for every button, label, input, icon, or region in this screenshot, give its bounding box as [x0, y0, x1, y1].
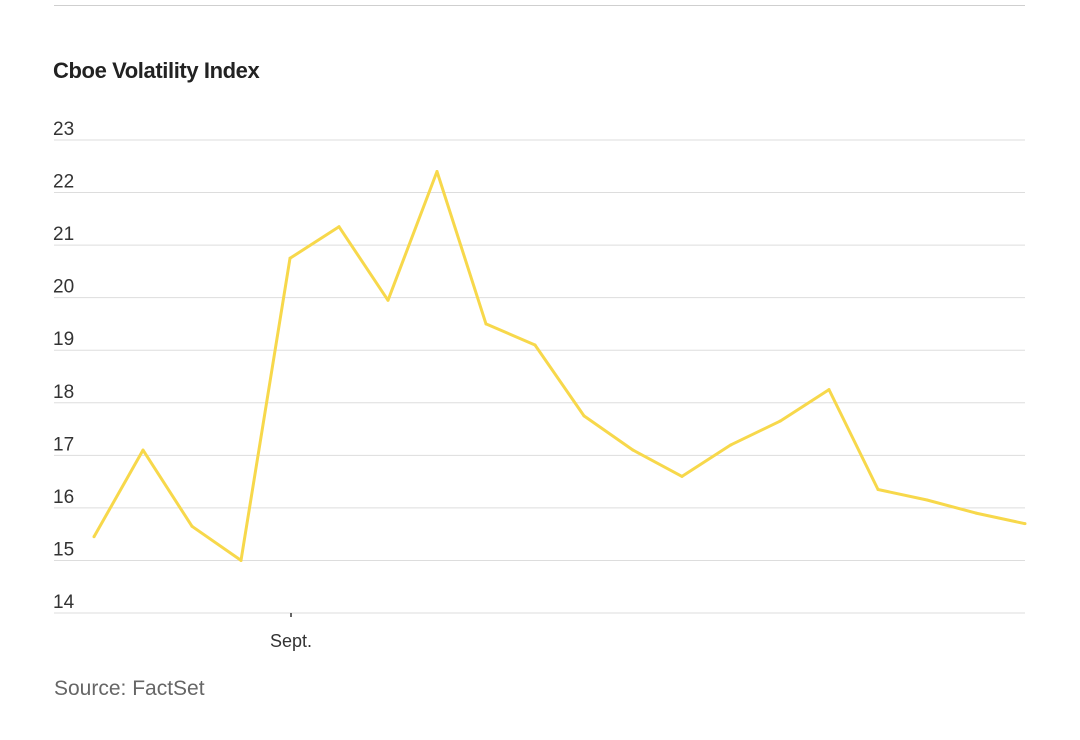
x-tick-label: Sept.: [270, 631, 312, 651]
data-point: [974, 511, 978, 515]
data-point: [533, 343, 537, 347]
top-divider: [54, 5, 1025, 6]
data-point: [190, 524, 194, 528]
chart-title: Cboe Volatility Index: [53, 58, 260, 83]
data-point: [239, 558, 243, 562]
data-point: [484, 322, 488, 326]
data-point: [876, 487, 880, 491]
y-tick-label: 20: [53, 277, 74, 298]
y-tick-label: 22: [53, 172, 74, 193]
data-point: [141, 448, 145, 452]
data-point: [288, 256, 292, 260]
data-point: [827, 388, 831, 392]
y-tick-label: 18: [53, 382, 74, 403]
data-point: [435, 170, 439, 174]
y-tick-label: 23: [53, 119, 74, 140]
data-point: [631, 448, 635, 452]
data-point: [1023, 522, 1027, 526]
data-point: [386, 298, 390, 302]
data-point: [925, 498, 929, 502]
y-tick-label: 14: [53, 592, 75, 613]
data-point: [582, 414, 586, 418]
source-note: Source: FactSet: [54, 677, 205, 700]
data-point: [729, 443, 733, 447]
y-tick-label: 19: [53, 329, 74, 350]
data-point: [778, 419, 782, 423]
y-tick-label: 15: [53, 539, 74, 560]
y-tick-label: 17: [53, 434, 74, 455]
y-tick-label: 21: [53, 224, 74, 245]
data-point: [337, 225, 341, 229]
y-tick-label: 16: [53, 487, 74, 508]
data-point: [680, 474, 684, 478]
series-line: [92, 170, 1026, 562]
data-point: [92, 535, 96, 539]
